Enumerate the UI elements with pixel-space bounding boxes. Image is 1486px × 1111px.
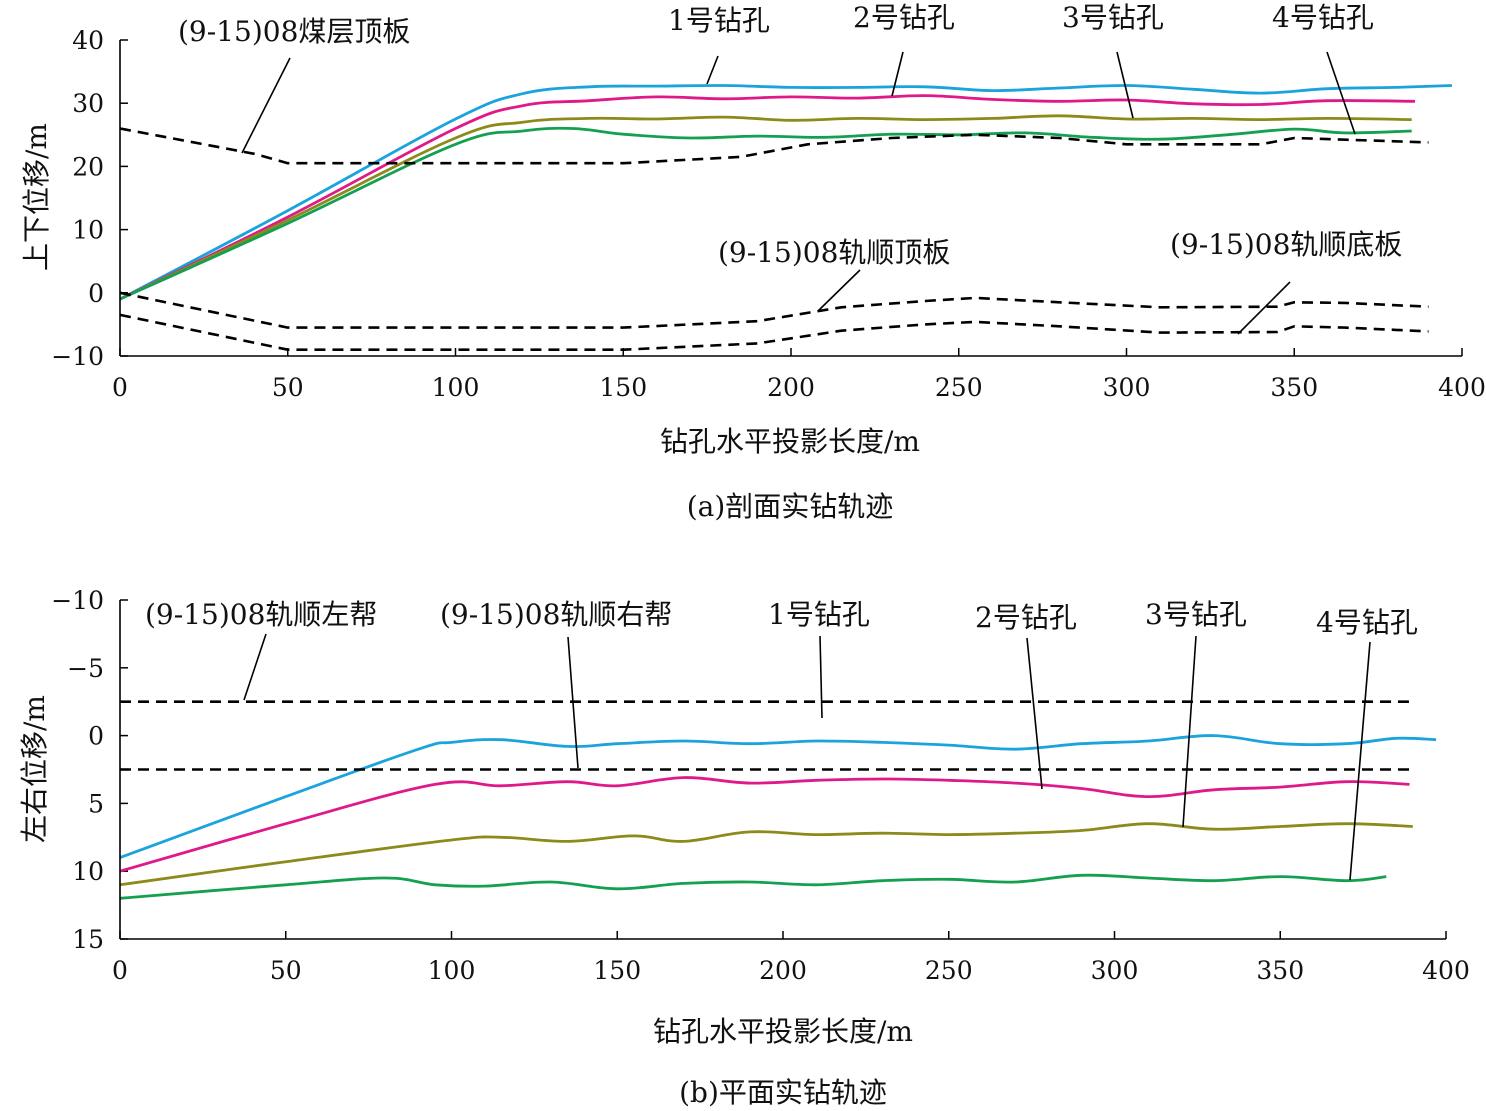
panel-b-y-axis-title: 左右位移/m: [18, 695, 51, 843]
panel-a-series-line-2: [119, 94, 1416, 301]
panel-b-x-tick-label: 0: [112, 956, 128, 985]
panel-a-y-tick-label: 40: [72, 26, 104, 55]
panel-a-label-hole-4: 4号钻孔: [1272, 1, 1374, 34]
panel-b-leader-hole-4: [1349, 641, 1371, 881]
panel-b-series: [119, 700, 1437, 900]
panel-a-label-hole-1: 1号钻孔: [668, 4, 770, 37]
panel-a-series-line-3: [119, 114, 1412, 301]
panel-a-x-tick-label: 300: [1103, 373, 1151, 402]
panel-a-leader-hole-1: [706, 55, 719, 85]
panel-b-x-tick-label: 250: [925, 956, 973, 985]
panel-b-label-left-rib: (9-15)08轨顺左帮: [145, 598, 377, 631]
panel-a-series-line-4: [119, 126, 1412, 301]
panel-a-leader-hole-2: [891, 51, 904, 97]
panel-b-x-tick-label: 100: [428, 956, 476, 985]
panel-a-label-hole-2: 2号钻孔: [853, 1, 955, 34]
panel-a-x-tick-label: 250: [935, 373, 983, 402]
panel-a-y-axis-title: 上下位移/m: [20, 123, 53, 271]
panel-a-series: [119, 84, 1452, 351]
panel-b-y-tick-label: −10: [51, 586, 104, 615]
panel-a-leader-roadway-floor: [1237, 281, 1291, 335]
panel-a-y-tick-label: 20: [72, 152, 104, 181]
panel-a-leader-hole-4: [1326, 51, 1356, 135]
panel-a-label-roadway-floor: (9-15)08轨顺底板: [1170, 228, 1402, 261]
panel-b-y-tick-label: 10: [72, 857, 104, 886]
panel-b-leader-hole-3: [1182, 635, 1197, 828]
panel-b-y-tick-label: 5: [88, 789, 104, 818]
panel-a-x-tick-label: 100: [432, 373, 480, 402]
panel-b-leader-hole-1: [819, 635, 823, 719]
panel-a-leader-coal-roof: [241, 57, 291, 154]
panel-a-y-tick-labels: −10 0 10 20 30 40: [51, 26, 104, 371]
panel-a-axes: [119, 40, 1462, 357]
panel-a-series-line-5: [119, 127, 1429, 165]
panel-a-leader-hole-3: [1116, 51, 1134, 119]
panel-b-y-tick-label: 0: [88, 722, 104, 751]
panel-a-leader-roadway-roof: [817, 269, 861, 312]
panel-a-x-tick-label: 0: [112, 373, 128, 402]
panel-a-x-tick-label: 350: [1270, 373, 1318, 402]
panel-b-x-tick-label: 200: [759, 956, 807, 985]
panel-a-series-line-1: [119, 84, 1452, 301]
panel-a-label-hole-3: 3号钻孔: [1062, 1, 1164, 34]
panel-b-plan-chart: −10 −5 0 5 10 15 0 50 100 150 200 250 300 350 400 (9-…: [18, 586, 1470, 1109]
panel-a-label-roadway-roof: (9-15)08轨顺顶板: [718, 236, 950, 269]
panel-b-label-hole-1: 1号钻孔: [768, 598, 870, 631]
panel-b-x-tick-label: 150: [593, 956, 641, 985]
panel-a-x-tick-label: 200: [767, 373, 815, 402]
panel-b-leader-hole-2: [1026, 637, 1043, 790]
panel-b-label-hole-4: 4号钻孔: [1316, 606, 1418, 639]
panel-b-x-tick-label: 400: [1422, 956, 1470, 985]
panel-a-y-tick-label: 10: [72, 216, 104, 245]
panel-a-series-line-7: [119, 313, 1429, 351]
panel-a-x-axis-title: 钻孔水平投影长度/m: [660, 425, 920, 458]
panel-a-profile-chart: −10 0 10 20 30 40 0 50 100 150 200 250 300 350 400 (9…: [20, 1, 1486, 523]
panel-b-y-tick-label: −5: [67, 654, 104, 683]
panel-b-x-tick-label: 300: [1091, 956, 1139, 985]
panel-b-x-tick-label: 50: [270, 956, 302, 985]
panel-b-y-tick-labels: −10 −5 0 5 10 15: [51, 586, 104, 954]
panel-a-x-tick-label: 150: [599, 373, 647, 402]
panel-a-caption: (a)剖面实钻轨迹: [687, 490, 894, 523]
panel-a-tick-marks: [119, 39, 1463, 357]
panel-b-leader-left-rib: [243, 633, 267, 701]
panel-b-series-line-3: [119, 822, 1413, 887]
panel-a-series-line-6: [119, 291, 1429, 329]
panel-a-leader-lines: [241, 51, 1356, 335]
panel-b-label-hole-2: 2号钻孔: [975, 601, 1077, 634]
panel-b-leader-right-rib: [567, 636, 579, 769]
panel-b-x-tick-labels: 0 50 100 150 200 250 300 350 400: [112, 956, 1470, 985]
panel-a-y-tick-label: 30: [72, 89, 104, 118]
panel-b-series-line-1: [119, 734, 1437, 859]
panel-b-label-hole-3: 3号钻孔: [1145, 598, 1247, 631]
panel-a-y-tick-label: 0: [88, 279, 104, 308]
panel-a-x-tick-labels: 0 50 100 150 200 250 300 350 400: [112, 373, 1486, 402]
panel-a-label-coal-roof: (9-15)08煤层顶板: [178, 15, 410, 48]
panel-b-caption: (b)平面实钻轨迹: [679, 1076, 887, 1109]
panel-a-x-tick-label: 50: [272, 373, 304, 402]
panel-a-x-tick-label: 400: [1438, 373, 1486, 402]
panel-b-x-axis-title: 钻孔水平投影长度/m: [653, 1015, 913, 1048]
panel-b-x-tick-label: 350: [1256, 956, 1304, 985]
panel-a-y-tick-label: −10: [51, 342, 104, 371]
panel-b-series-line-4: [119, 873, 1387, 900]
panel-b-label-right-rib: (9-15)08轨顺右帮: [440, 598, 672, 631]
panel-b-axes: [119, 600, 1446, 940]
panel-b-leader-lines: [243, 633, 1371, 881]
panel-b-y-tick-label: 15: [72, 925, 104, 954]
panel-b-series-line-2: [119, 776, 1410, 873]
